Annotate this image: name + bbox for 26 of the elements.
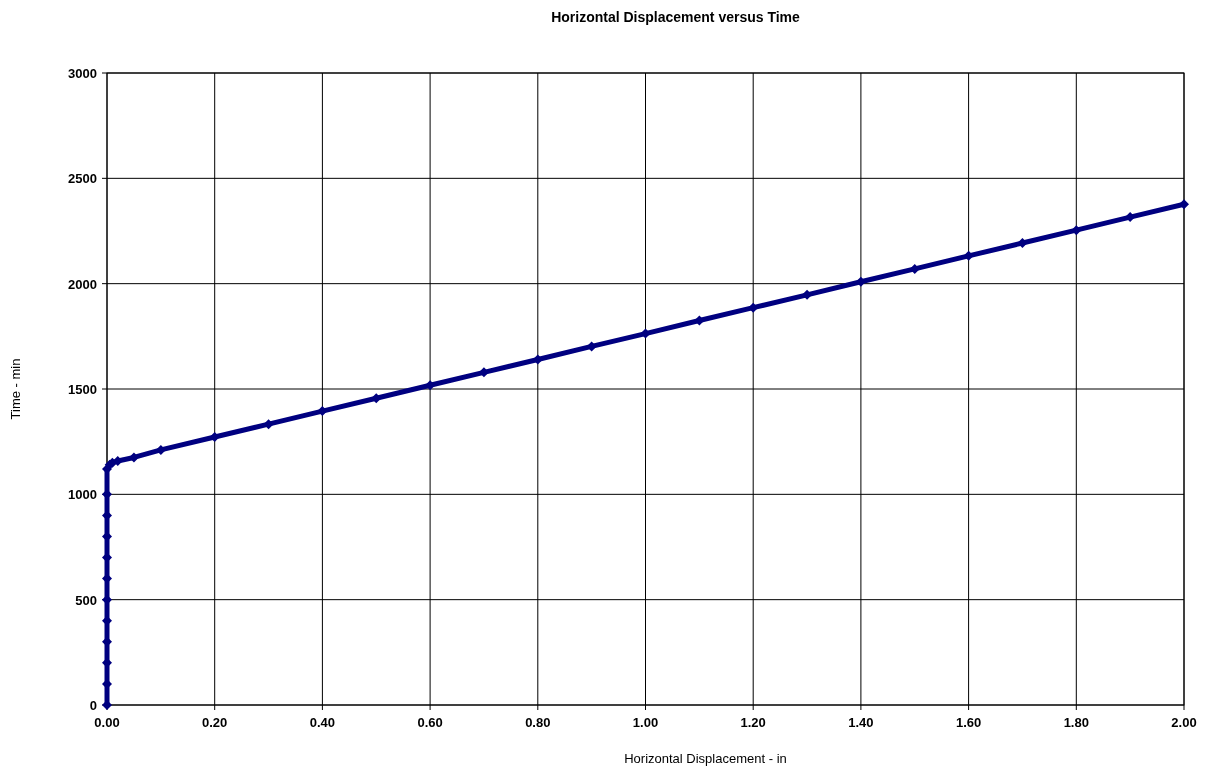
x-tick-label: 0.20 [202,715,228,730]
y-tick-label: 1500 [68,382,97,397]
y-tick-label: 0 [89,698,97,713]
point [317,406,328,417]
y-tick-label: 1000 [68,487,97,503]
point [963,250,974,261]
point [1071,225,1082,236]
x-tick-label: 1.20 [740,715,766,730]
x-tick-label: 0.40 [309,715,336,730]
x-tick-label: 2.00 [1171,715,1197,730]
y-tick-label: 3000 [68,66,97,81]
x-tick-label: 1.80 [1063,715,1089,730]
x-tick-label: 0.80 [525,715,551,730]
y-tick-label: 2500 [68,171,97,187]
chart-title: Horizontal Displacement versus Time [551,9,801,25]
x-tick-label: 1.00 [632,715,659,730]
y-tick-label: 500 [75,592,97,608]
x-axis-title: Horizontal Displacement - in [624,751,787,766]
point [1017,238,1028,249]
x-tick-label: 0.00 [94,715,120,730]
point [1179,199,1189,210]
y-axis-title: Time - min [8,358,23,420]
x-tick-label: 1.60 [955,715,982,730]
x-tick-label: 1.40 [848,715,874,730]
x-tick-label: 0.60 [417,715,443,730]
y-tick-label: 2000 [68,276,97,292]
